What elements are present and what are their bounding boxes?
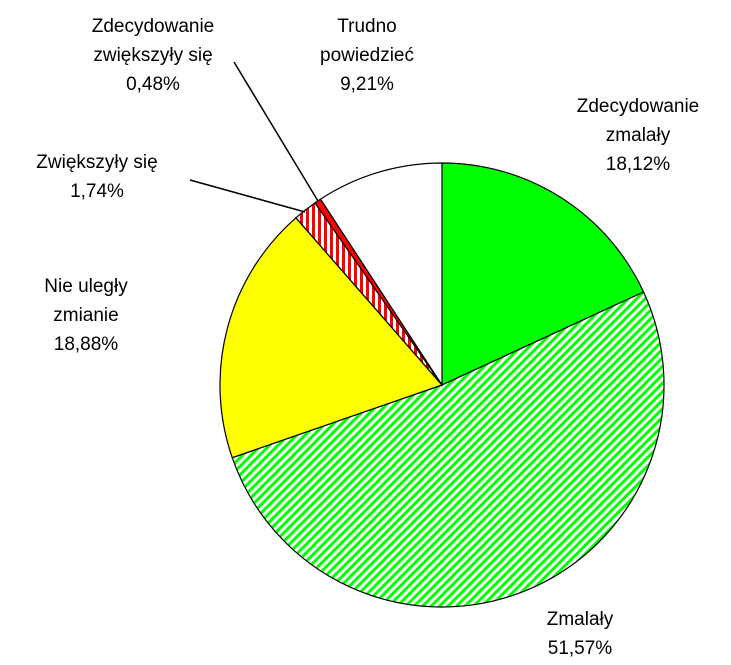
slice-label: Zdecydowanie zmalały 18,12%	[563, 92, 713, 179]
leader-line	[189, 179, 306, 213]
slice-label: Zwiększyły się 1,74%	[17, 148, 177, 206]
category-label: Zmalały	[546, 609, 614, 630]
value-label: 18,88%	[53, 334, 119, 355]
value-label: 9,21%	[340, 74, 394, 95]
value-label: 1,74%	[70, 181, 124, 202]
slice-label: Zmalały 51,57%	[520, 605, 640, 663]
category-label: Zdecydowanie zmalały	[576, 96, 700, 146]
slice-label: Zdecydowanie zwiększyły się 0,48%	[78, 12, 228, 99]
leader-line	[233, 61, 319, 202]
category-label: Nie uległy zmianie	[44, 276, 128, 326]
category-label: Trudno powiedzieć	[320, 16, 414, 66]
slice-label: Nie uległy zmianie 18,88%	[26, 272, 146, 359]
category-label: Zdecydowanie zwiększyły się	[91, 16, 215, 66]
value-label: 0,48%	[126, 74, 180, 95]
slice-label: Trudno powiedzieć 9,21%	[302, 12, 432, 99]
value-label: 51,57%	[547, 638, 613, 659]
pie-slice	[231, 291, 665, 608]
pie-slice	[441, 162, 645, 386]
pie-slice	[319, 162, 443, 388]
value-label: 18,12%	[605, 154, 671, 175]
pie-slice	[219, 216, 444, 459]
category-label: Zwiększyły się	[36, 152, 158, 173]
